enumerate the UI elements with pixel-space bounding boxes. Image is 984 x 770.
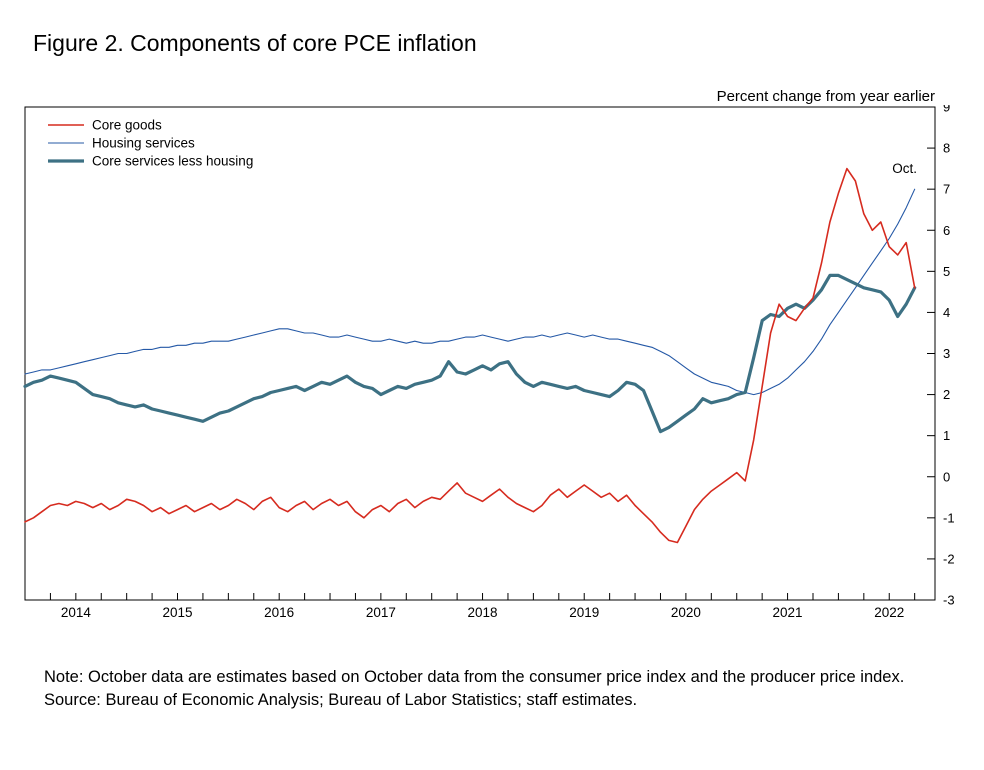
chart-area: -3 -2 -1 0 1 2 3 4 5 6 7 8 9 2014 2015 2016 2017 2018 2019… [0, 100, 984, 640]
y-tick-label: -1 [943, 510, 955, 525]
y-tick-label: 5 [943, 264, 950, 279]
legend-label: Housing services [92, 136, 195, 151]
y-tick-label: 1 [943, 428, 950, 443]
x-year-label: 2019 [569, 605, 599, 620]
y-tick-label: 2 [943, 387, 950, 402]
annotation-oct: Oct. [892, 161, 917, 176]
plot-frame [24, 106, 936, 601]
legend-label: Core goods [92, 118, 162, 133]
y-tick-label: -3 [943, 593, 955, 608]
y-tick-label: 9 [943, 105, 950, 115]
y-tick-label: 0 [943, 469, 950, 484]
y-axis-unit-label: Percent change from year earlier [716, 88, 935, 105]
y-tick-label: 4 [943, 305, 950, 320]
source-text: Source: Bureau of Economic Analysis; Bur… [44, 690, 638, 709]
y-tick-label: 3 [943, 346, 950, 361]
x-year-label: 2015 [162, 605, 192, 620]
legend-label: Core services less housing [92, 154, 253, 169]
x-year-label: 2021 [773, 605, 803, 620]
figure-title: Figure 2. Components of core PCE inflati… [33, 30, 477, 56]
y-tick-label: 8 [943, 141, 950, 156]
x-year-label: 2018 [468, 605, 498, 620]
y-tick-label: -2 [943, 551, 955, 566]
y-tick-label: 6 [943, 223, 950, 238]
x-year-label: 2022 [874, 605, 904, 620]
x-year-label: 2020 [671, 605, 701, 620]
chart-svg: -3 -2 -1 0 1 2 3 4 5 6 7 8 9 2014 2015 2016 2017 2018 2019… [23, 100, 955, 620]
series-line-core-services-less-housing [23, 273, 917, 434]
note-text: Note: October data are estimates based o… [44, 668, 905, 686]
series-line-core-goods [24, 167, 916, 544]
figure-notes: Note: October data are estimates based o… [33, 666, 917, 712]
x-year-label: 2014 [61, 605, 92, 620]
series-line-housing-services [24, 188, 916, 396]
y-tick-label: 7 [943, 182, 950, 197]
x-year-label: 2016 [264, 605, 294, 620]
x-year-label: 2017 [366, 605, 396, 620]
